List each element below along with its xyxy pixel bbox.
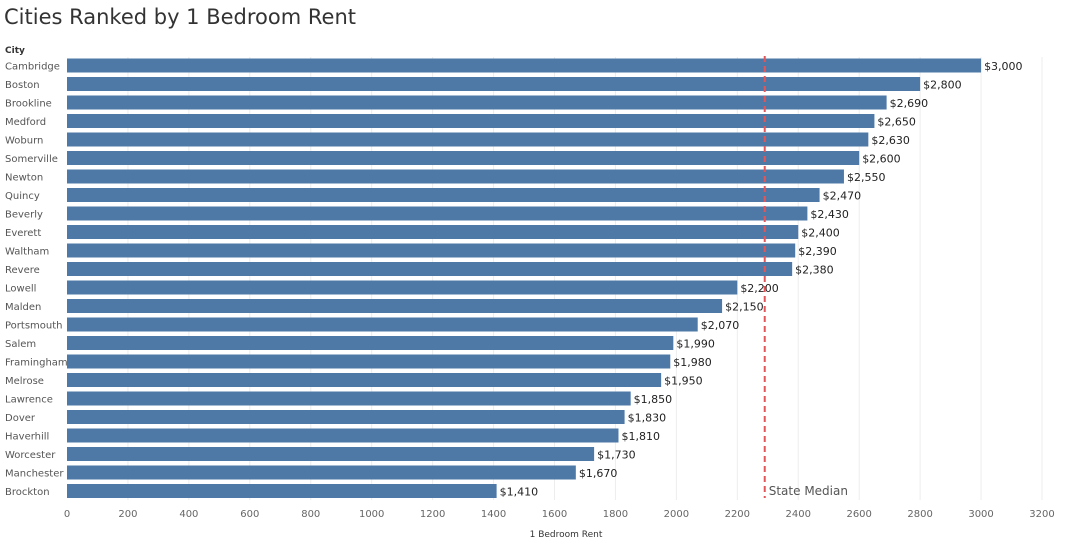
- row-header: City: [5, 46, 25, 56]
- bar: [67, 391, 631, 406]
- x-tick-label: 3200: [1029, 509, 1054, 520]
- value-label: $2,200: [740, 282, 779, 295]
- chart-title: Cities Ranked by 1 Bedroom Rent: [4, 5, 356, 29]
- x-tick-label: 0: [64, 509, 70, 520]
- category-label: Brockton: [5, 487, 50, 498]
- category-label: Portsmouth: [5, 321, 63, 332]
- category-label: Medford: [5, 117, 46, 128]
- value-label: $1,730: [597, 449, 636, 462]
- bar: [67, 77, 921, 91]
- value-label: $2,800: [923, 79, 962, 92]
- bar: [67, 280, 738, 295]
- x-tick-label: 1000: [359, 509, 384, 520]
- value-label: $1,830: [628, 412, 667, 425]
- category-label: Malden: [5, 302, 41, 313]
- category-label: Cambridge: [5, 62, 60, 73]
- x-tick-label: 1800: [603, 509, 628, 520]
- x-axis-label: 1 Bedroom Rent: [530, 530, 603, 540]
- category-label: Revere: [5, 265, 40, 276]
- bar: [67, 465, 576, 480]
- value-label: $2,690: [890, 97, 929, 110]
- category-label: Waltham: [5, 247, 49, 258]
- value-label: $1,670: [579, 467, 618, 480]
- bar: [67, 188, 820, 202]
- bar: [67, 225, 799, 239]
- bar: [67, 428, 619, 443]
- value-label: $2,390: [798, 245, 837, 258]
- bar: [67, 95, 887, 110]
- bars: [67, 58, 982, 498]
- category-label: Framingham: [5, 358, 68, 369]
- category-label: Everett: [5, 228, 41, 239]
- bar: [67, 354, 671, 369]
- category-label: Dover: [5, 413, 36, 424]
- value-label: $2,630: [871, 134, 910, 147]
- category-label: Somerville: [5, 154, 58, 165]
- bar: [67, 151, 860, 165]
- x-tick-label: 1200: [420, 509, 445, 520]
- x-tick-label: 2800: [907, 509, 932, 520]
- category-label: Manchester: [5, 469, 64, 480]
- value-label: $2,600: [862, 153, 901, 166]
- x-tick-label: 2200: [725, 509, 750, 520]
- bar: [67, 206, 808, 221]
- value-label: $1,850: [634, 393, 673, 406]
- gridlines: [127, 57, 1043, 500]
- value-label: $2,150: [725, 301, 764, 314]
- x-tick-label: 200: [118, 509, 137, 520]
- x-tick-label: 800: [301, 509, 320, 520]
- x-tick-label: 2600: [846, 509, 871, 520]
- value-label: $2,550: [847, 171, 886, 184]
- category-label: Melrose: [5, 376, 44, 387]
- bar: [67, 169, 844, 184]
- value-label: $2,400: [801, 227, 840, 240]
- bar: [67, 336, 674, 350]
- x-tick-label: 3000: [968, 509, 993, 520]
- bar: [67, 58, 982, 73]
- x-tick-label: 1600: [542, 509, 567, 520]
- category-label: Newton: [5, 173, 43, 184]
- x-tick-label: 2400: [786, 509, 811, 520]
- bar: [67, 114, 875, 128]
- category-label: Quincy: [5, 191, 40, 202]
- bar: [67, 410, 625, 424]
- value-label: $2,650: [877, 116, 916, 129]
- category-label: Woburn: [5, 136, 43, 147]
- state-median-label: State Median: [769, 484, 848, 498]
- value-label: $1,810: [621, 430, 660, 443]
- category-label: Lowell: [5, 284, 36, 295]
- category-label: Lawrence: [5, 395, 53, 406]
- value-label: $2,430: [810, 208, 849, 221]
- bar: [67, 373, 662, 387]
- bar: [67, 317, 698, 332]
- value-label: $2,380: [795, 264, 834, 277]
- category-label: Haverhill: [5, 432, 49, 443]
- value-label: $2,470: [823, 190, 862, 203]
- x-tick-label: 600: [240, 509, 259, 520]
- category-label: Boston: [5, 80, 40, 91]
- category-labels: Cambridge Boston Brookline Medford Woburn Som…: [5, 62, 68, 499]
- value-label: $1,950: [664, 375, 703, 388]
- value-label: $1,980: [673, 356, 712, 369]
- bar: [67, 132, 869, 147]
- x-tick-label: 400: [179, 509, 198, 520]
- bar: [67, 299, 723, 313]
- x-axis-ticks: 0 200 400 600 800 1000 1200 1400 1600 1800 2000 220…: [64, 509, 1055, 520]
- category-label: Worcester: [5, 450, 56, 461]
- bar: [67, 262, 793, 276]
- value-labels: $3,000 $2,800 $2,690 $2,650 $2,630 $2,600 $2,5…: [500, 60, 1023, 499]
- category-label: Salem: [5, 339, 36, 350]
- category-label: Brookline: [5, 99, 52, 110]
- x-tick-label: 2000: [664, 509, 689, 520]
- x-tick-label: 1400: [481, 509, 506, 520]
- value-label: $3,000: [984, 60, 1023, 73]
- category-label: Beverly: [5, 210, 43, 221]
- value-label: $1,410: [500, 486, 539, 499]
- bar: [67, 243, 796, 258]
- bar: [67, 447, 595, 461]
- bar: [67, 484, 497, 498]
- value-label: $1,990: [676, 338, 715, 351]
- value-label: $2,070: [701, 319, 740, 332]
